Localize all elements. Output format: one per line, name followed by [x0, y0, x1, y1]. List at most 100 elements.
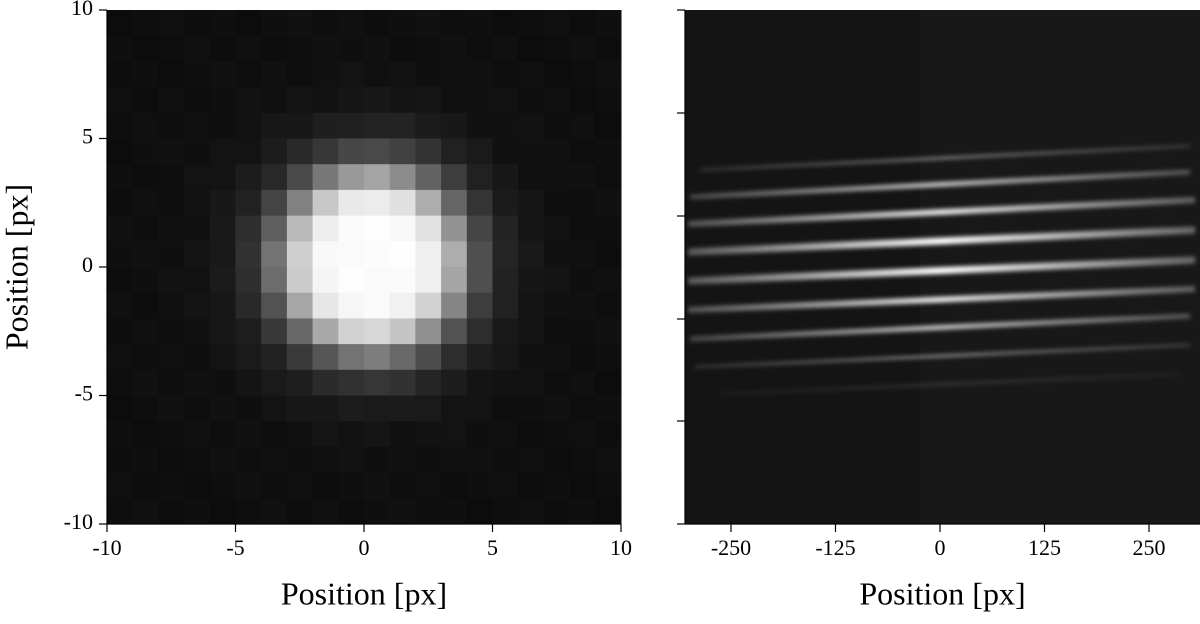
pixel — [569, 318, 596, 345]
pixel — [184, 241, 211, 268]
pixel — [595, 498, 622, 525]
pixel — [569, 472, 596, 499]
pixel — [338, 292, 365, 319]
pixel — [441, 498, 468, 525]
pixel — [286, 215, 314, 242]
pixel — [107, 292, 134, 319]
pixel — [338, 61, 365, 88]
pixel — [543, 241, 571, 268]
pixel — [107, 446, 134, 474]
fringe — [687, 197, 1196, 227]
pixel — [415, 215, 442, 242]
pixel — [107, 318, 134, 345]
pixel — [312, 421, 339, 448]
pixel — [415, 292, 442, 319]
pixel — [364, 446, 391, 474]
pixel — [209, 292, 236, 319]
pixel — [415, 421, 442, 448]
pixel — [595, 395, 622, 422]
pixel — [338, 241, 365, 268]
pixel — [338, 369, 365, 396]
pixel — [466, 498, 493, 525]
pixel — [132, 164, 159, 191]
pixel — [184, 35, 211, 62]
pixel — [235, 87, 262, 114]
pixel — [364, 87, 391, 114]
pixel — [261, 421, 288, 448]
pixel — [364, 472, 391, 499]
y-axis-label: Position [px] — [0, 184, 34, 350]
pixel — [184, 267, 211, 294]
pixel — [441, 421, 468, 448]
pixel — [312, 189, 339, 217]
pixel — [364, 318, 391, 345]
pixel — [492, 344, 519, 371]
pixel — [518, 267, 545, 294]
pixel — [338, 138, 365, 165]
pixel — [415, 344, 442, 371]
pixel — [441, 215, 468, 242]
pixel — [595, 472, 622, 499]
x-tick-label: 0 — [934, 535, 945, 560]
pixel — [441, 87, 468, 114]
y-tick-label: -5 — [75, 381, 93, 406]
pixel — [364, 189, 391, 217]
pixel — [389, 344, 416, 371]
y-tick-label: 10 — [71, 0, 93, 20]
pixel — [518, 318, 545, 345]
pixel — [364, 35, 391, 62]
fringe — [719, 373, 1181, 395]
pixel — [107, 421, 134, 448]
pixel — [184, 112, 211, 139]
pixel — [107, 395, 134, 422]
pixel — [543, 498, 571, 525]
pixel — [518, 164, 545, 191]
pixel — [466, 138, 493, 165]
pixel — [286, 369, 314, 396]
pixel — [364, 61, 391, 88]
pixel — [132, 35, 159, 62]
pixel — [595, 421, 622, 448]
pixel — [235, 215, 262, 242]
pixel — [235, 241, 262, 268]
pixel — [209, 267, 236, 294]
pixel — [132, 369, 159, 396]
pixel — [569, 35, 596, 62]
pixel — [184, 369, 211, 396]
pixel — [338, 498, 365, 525]
pixel — [312, 61, 339, 88]
pixel — [312, 87, 339, 114]
pixel — [261, 318, 288, 345]
pixel — [107, 241, 134, 268]
pixel — [184, 61, 211, 88]
pixel — [492, 87, 519, 114]
y-tick-label: 0 — [82, 252, 93, 277]
pixel — [518, 10, 545, 37]
pixel — [466, 87, 493, 114]
pixel — [595, 369, 622, 396]
pixel — [595, 61, 622, 88]
pixel — [543, 369, 571, 396]
pixel — [338, 472, 365, 499]
pixel — [518, 241, 545, 268]
pixel — [158, 267, 185, 294]
pixel — [466, 189, 493, 217]
pixel — [312, 292, 339, 319]
pixel — [569, 344, 596, 371]
pixel — [364, 10, 391, 37]
pixel — [518, 472, 545, 499]
pixel — [492, 112, 519, 139]
pixel — [518, 112, 545, 139]
pixel — [132, 498, 159, 525]
pixel — [261, 61, 288, 88]
pixel — [209, 189, 236, 217]
pixel — [389, 241, 416, 268]
pixel — [466, 112, 493, 139]
x-tick-label: -125 — [815, 535, 855, 560]
pixel — [415, 35, 442, 62]
pixel — [389, 215, 416, 242]
pixel — [184, 138, 211, 165]
pixel — [389, 164, 416, 191]
pixel — [415, 267, 442, 294]
pixel — [518, 292, 545, 319]
